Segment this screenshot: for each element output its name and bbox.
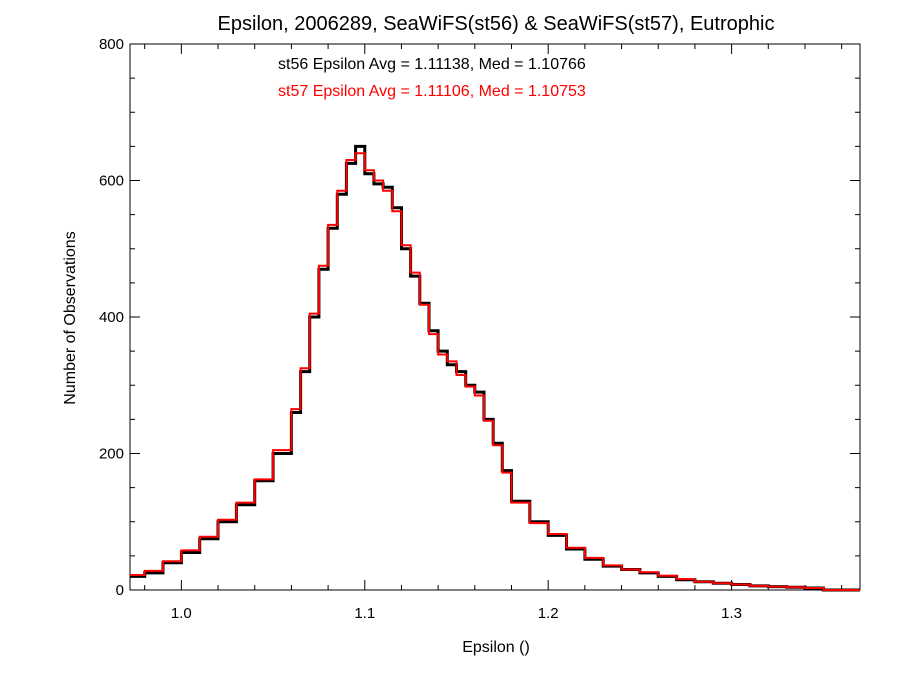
chart-title: Epsilon, 2006289, SeaWiFS(st56) & SeaWiF… xyxy=(218,13,775,35)
plot-frame xyxy=(129,43,861,591)
x-axis-label: Epsilon () xyxy=(462,639,530,656)
y-tick-label: 400 xyxy=(99,309,124,326)
y-tick-label: 600 xyxy=(99,173,124,190)
st56-histogram-line xyxy=(130,144,860,592)
y-axis-label: Number of Observations xyxy=(62,231,79,404)
st57-histogram-line xyxy=(130,152,860,591)
x-tick-label: 1.2 xyxy=(538,605,559,622)
x-tick-label: 1.0 xyxy=(171,605,192,622)
y-tick-label: 800 xyxy=(99,36,124,53)
st56-annotation: st56 Epsilon Avg = 1.11138, Med = 1.1076… xyxy=(278,56,586,73)
x-tick-label: 1.1 xyxy=(354,605,375,622)
plot-area: 0 200 400 600 800 1.0 1.1 1.2 1.3 xyxy=(99,36,861,622)
x-tick-label: 1.3 xyxy=(721,605,742,622)
y-tick-label: 0 xyxy=(116,582,124,599)
st57-annotation: st57 Epsilon Avg = 1.11106, Med = 1.1075… xyxy=(278,83,586,100)
y-tick-label: 200 xyxy=(99,446,124,463)
